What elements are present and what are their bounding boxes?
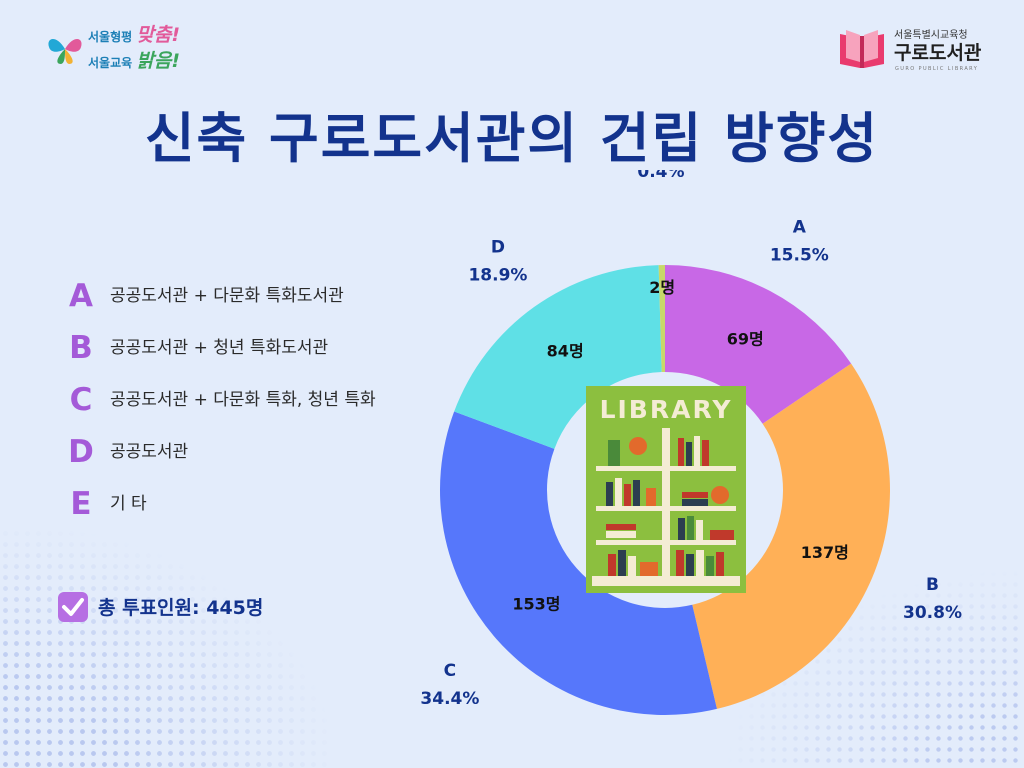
total-votes-label: 총 투표인원: 445명 bbox=[98, 597, 264, 619]
checkbox-checked-icon bbox=[58, 592, 88, 622]
slice-percent-label-d: 18.9% bbox=[468, 266, 527, 286]
bookshelf-shelf bbox=[596, 466, 736, 471]
slice-category-label-d: D bbox=[491, 238, 505, 258]
legend-label: 공공도서관 bbox=[110, 442, 189, 462]
legend-letter: C bbox=[69, 382, 93, 418]
legend-item-d: D 공공도서관 bbox=[64, 430, 484, 476]
open-book-icon bbox=[840, 30, 884, 68]
slice-percent-label-b: 30.8% bbox=[903, 603, 962, 623]
donut-slice-a bbox=[665, 265, 852, 424]
legend-item-e: E 기 타 bbox=[64, 482, 484, 528]
slice-percent-label-a: 15.5% bbox=[770, 245, 829, 265]
donut-slice-e bbox=[658, 265, 665, 373]
library-illustration: LIBRARY bbox=[586, 386, 746, 593]
legend-label: 기 타 bbox=[110, 494, 147, 514]
slogan-line-1: 서울형평 맞춤! bbox=[88, 24, 180, 46]
slice-category-label-a: A bbox=[793, 217, 807, 237]
slice-category-label-b: B bbox=[926, 575, 939, 595]
legend-letter: E bbox=[70, 486, 92, 522]
slice-value-label-d: 84명 bbox=[547, 342, 584, 361]
slice-value-label-c: 153명 bbox=[512, 595, 560, 614]
legend-label: 공공도서관 + 다문화 특화도서관 bbox=[110, 286, 344, 306]
legend-item-b: B 공공도서관 + 청년 특화도서관 bbox=[64, 326, 484, 372]
slice-value-label-a: 69명 bbox=[727, 329, 764, 348]
bookshelf-shelf bbox=[596, 540, 736, 545]
legend-letter: D bbox=[68, 434, 94, 470]
donut-slice-b bbox=[692, 363, 890, 709]
decorative-dot-pattern-left bbox=[0, 528, 330, 768]
legend-letter: B bbox=[69, 330, 93, 366]
bookshelf-base bbox=[592, 576, 740, 586]
guro-library-logo: 서울특별시교육청 구로도서관 GURO PUBLIC LIBRARY bbox=[838, 26, 998, 76]
education-office-label: 서울특별시교육청 bbox=[894, 30, 968, 41]
page-title: 신축 구로도서관의 건립 방향성 bbox=[144, 107, 880, 170]
bookshelf-shelf bbox=[596, 506, 736, 511]
slice-value-label-b: 137명 bbox=[801, 543, 849, 562]
library-english-name: GURO PUBLIC LIBRARY bbox=[895, 66, 979, 72]
library-name: 구로도서관 bbox=[894, 42, 982, 64]
legend-letter: A bbox=[69, 278, 93, 314]
donut-slice-d bbox=[454, 265, 662, 449]
seoul-education-slogan-logo: 서울형평 맞춤! 서울교육 밝음! bbox=[46, 20, 216, 80]
slogan-line-2: 서울교육 밝음! bbox=[88, 50, 180, 72]
books-decoration bbox=[606, 436, 734, 576]
slice-category-label-c: C bbox=[444, 661, 456, 681]
donut-chart-svg: LIBRARY bbox=[420, 134, 962, 715]
slice-percent-label-c: 34.4% bbox=[420, 689, 479, 709]
donut-slice-c bbox=[440, 411, 717, 715]
donut-chart: LIBRARY bbox=[420, 134, 1020, 740]
library-cover-label: LIBRARY bbox=[600, 395, 733, 424]
butterfly-icon bbox=[48, 38, 82, 64]
slice-percent-label-e: 0.4% bbox=[637, 170, 684, 182]
legend-label: 공공도서관 + 청년 특화도서관 bbox=[110, 338, 329, 358]
legend-label: 공공도서관 + 다문화 특화, 청년 특화 bbox=[110, 390, 376, 410]
legend-item-c: C 공공도서관 + 다문화 특화, 청년 특화 bbox=[64, 378, 484, 424]
slice-value-label-e: 2명 bbox=[649, 278, 675, 297]
legend-item-a: A 공공도서관 + 다문화 특화도서관 bbox=[64, 274, 484, 320]
